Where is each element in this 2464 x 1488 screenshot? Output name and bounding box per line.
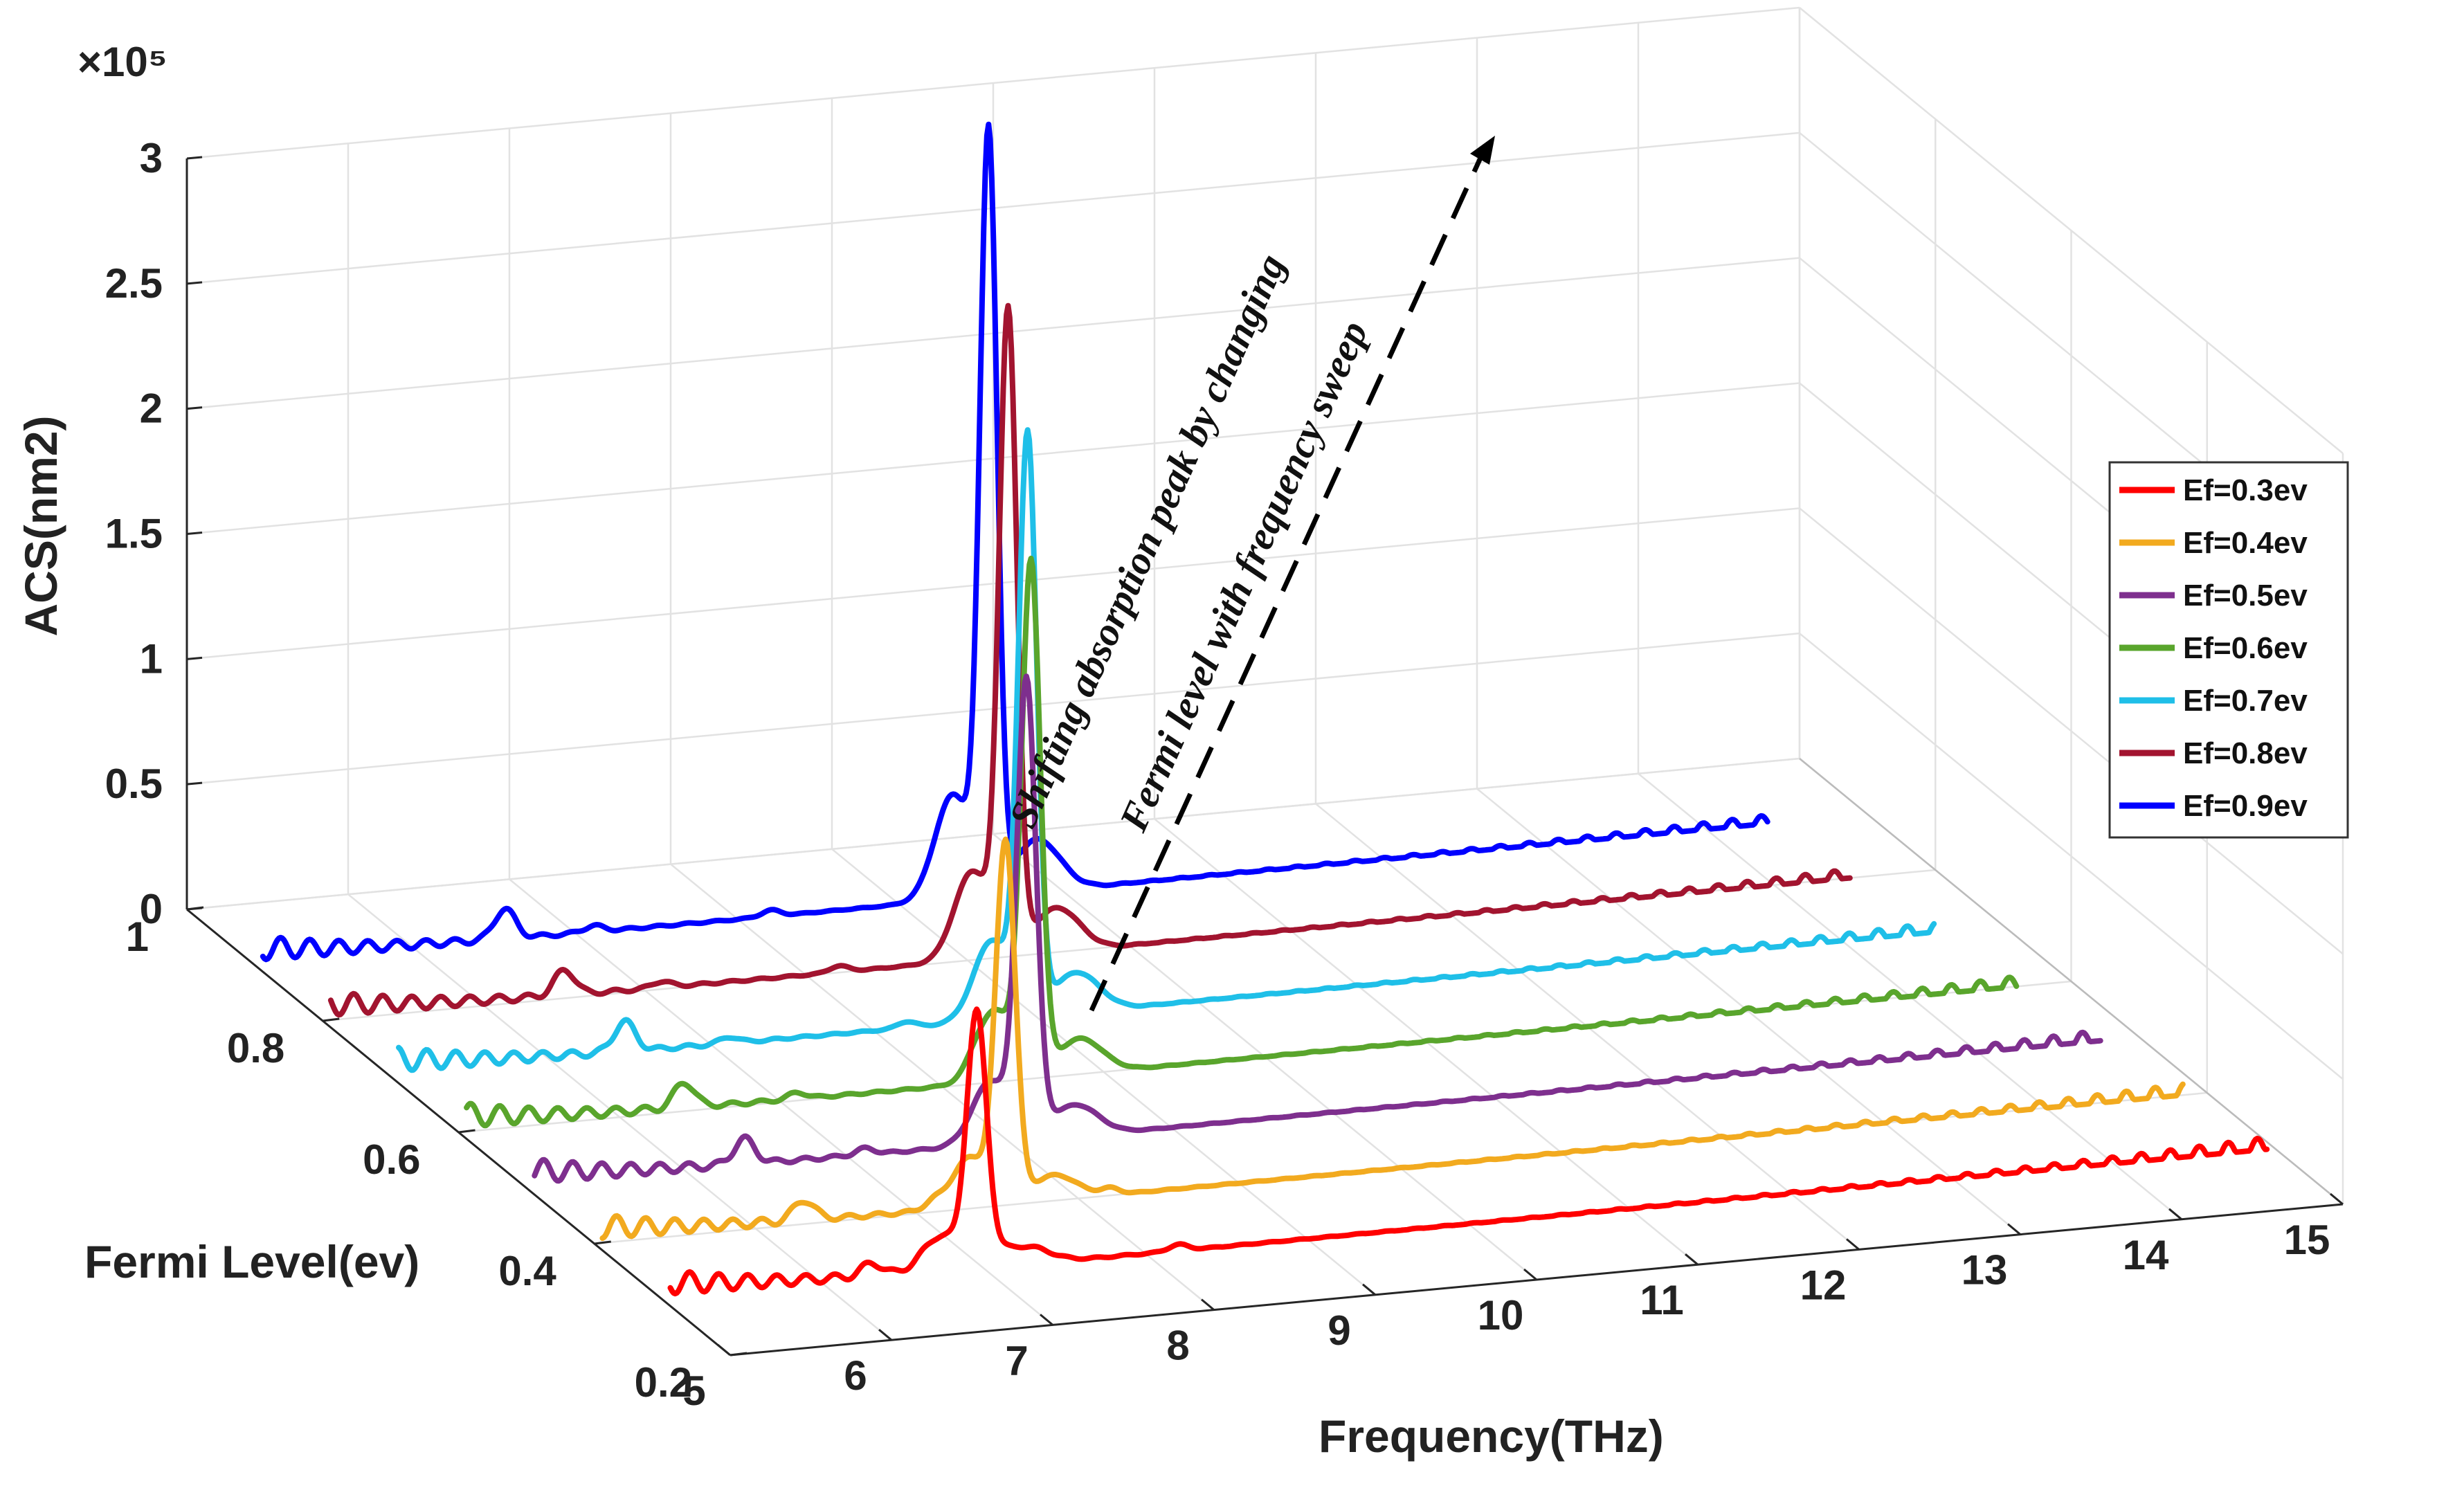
legend-label: Ef=0.7ev (2183, 684, 2308, 718)
legend-label: Ef=0.9ev (2183, 789, 2308, 823)
x-tick-mark (2168, 1208, 2182, 1220)
z-tick-label: 2.5 (105, 260, 163, 307)
x-tick-mark (717, 1343, 731, 1357)
grid-line (1799, 507, 2344, 955)
x-axis-label: Frequency(THz) (1319, 1410, 1664, 1462)
legend-label: Ef=0.3ev (2183, 473, 2308, 507)
y-tick-mark (730, 1352, 748, 1357)
z-tick-mark (186, 281, 203, 285)
x-tick-label: 13 (1962, 1247, 2008, 1294)
y-tick-label: 0.4 (498, 1248, 556, 1294)
x-tick-label: 9 (1328, 1307, 1350, 1354)
z-axis-multiplier: ×10⁵ (78, 39, 167, 85)
x-tick-label: 5 (682, 1368, 705, 1414)
y-tick-mark (594, 1240, 611, 1245)
z-tick-mark (186, 781, 203, 786)
x-tick-label: 15 (2284, 1217, 2330, 1263)
legend: Ef=0.3ev Ef=0.4ev Ef=0.5ev Ef=0.6ev Ef=0.7ev… (2108, 461, 2349, 839)
z-tick-label: 0.5 (105, 761, 163, 807)
series-lines (260, 121, 2270, 1297)
x-tick-mark (2007, 1223, 2021, 1235)
x-tick-mark (878, 1329, 892, 1341)
annotation-arrowhead (1470, 136, 1495, 165)
x-tick-label: 11 (1640, 1277, 1683, 1323)
x-tick-mark (1201, 1298, 1215, 1311)
grid-lines (185, 6, 2344, 1357)
grid-line (186, 6, 1800, 160)
series-line (532, 673, 2103, 1184)
z-tick-mark (186, 656, 203, 660)
y-tick-mark (323, 1017, 340, 1022)
y-tick-label: 0.8 (227, 1025, 284, 1071)
x-tick-mark (1362, 1283, 1376, 1296)
z-tick-label: 1 (140, 635, 163, 682)
y-tick-label: 0.6 (363, 1136, 420, 1183)
y-tick-mark (458, 1129, 475, 1134)
y-tick-label: 1 (126, 914, 149, 960)
x-tick-mark (2330, 1192, 2344, 1206)
x-tick-mark (1685, 1253, 1698, 1266)
series-line (396, 427, 1937, 1073)
z-tick-mark (186, 907, 203, 911)
grid-line (1799, 7, 2344, 454)
x-tick-label: 12 (1800, 1262, 1847, 1308)
annotation: Shifting absorption peak by changing Fer… (999, 136, 1495, 1012)
z-tick-label: 3 (140, 135, 163, 181)
grid-line (186, 757, 1800, 911)
series-line (599, 836, 2186, 1242)
legend-label: Ef=0.8ev (2183, 736, 2308, 770)
grid-line (186, 507, 1800, 660)
series-line (667, 1006, 2270, 1297)
x-tick-mark (1846, 1238, 1860, 1251)
z-axis-label: ACS(nm2) (15, 415, 66, 636)
grid-line (186, 382, 1800, 535)
z-tick-label: 1.5 (105, 511, 163, 557)
x-tick-label: 6 (844, 1352, 867, 1399)
z-tick-mark (186, 406, 203, 410)
legend-label: Ef=0.4ev (2183, 526, 2308, 560)
x-tick-label: 7 (1005, 1337, 1028, 1383)
z-tick-mark (186, 532, 203, 535)
annotation-arrow-line (1089, 147, 1487, 1012)
grid-line (1799, 633, 2344, 1080)
y-axis-label: Fermi Level(ev) (84, 1236, 419, 1287)
x-tick-label: 8 (1166, 1323, 1189, 1369)
tick-labels: 5 6 7 8 9 10 11 12 13 14 150.20.40.60.8100.511.522… (105, 135, 2344, 1414)
box-edge (1799, 758, 2344, 1205)
z-tick-mark (186, 156, 203, 160)
legend-label: Ef=0.5ev (2183, 579, 2308, 613)
x-tick-label: 14 (2123, 1232, 2169, 1278)
y-tick-label: 0.2 (635, 1359, 692, 1406)
x-tick-mark (1040, 1314, 1053, 1326)
x-tick-label: 10 (1478, 1292, 1524, 1339)
series-line (327, 302, 1853, 1018)
z-tick-label: 2 (140, 385, 163, 432)
x-tick-mark (1523, 1268, 1537, 1281)
series-line (464, 555, 2020, 1129)
legend-label: Ef=0.6ev (2183, 631, 2308, 665)
z-tick-label: 0 (140, 886, 163, 932)
